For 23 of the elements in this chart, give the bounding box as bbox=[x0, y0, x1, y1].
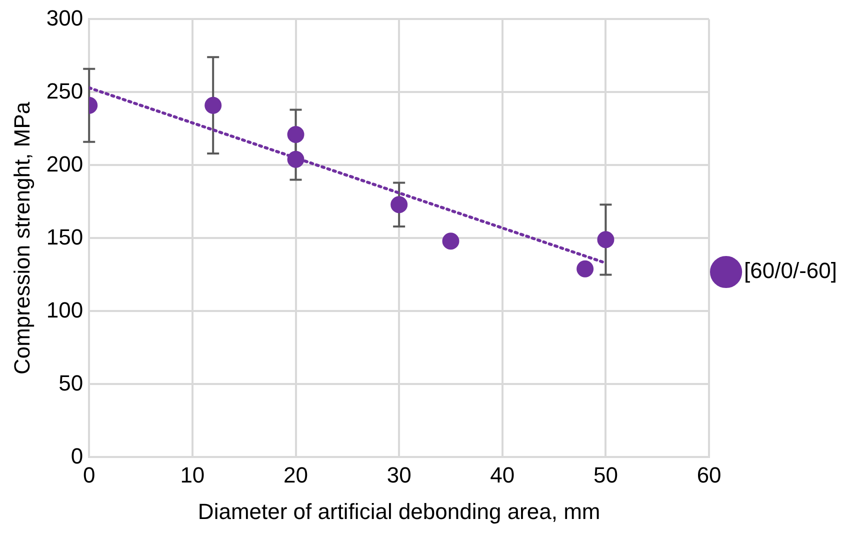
legend-label: [60/0/-60] bbox=[744, 258, 837, 284]
x-tick-label: 20 bbox=[284, 462, 308, 488]
y-tick-label: 250 bbox=[46, 78, 84, 104]
x-tick-label: 10 bbox=[180, 462, 205, 488]
x-tick-label: 40 bbox=[490, 462, 515, 488]
y-axis-title: Compression strenght, MPa bbox=[9, 101, 34, 375]
y-tick-label: 300 bbox=[46, 5, 84, 30]
x-tick-label: 50 bbox=[593, 462, 618, 488]
point bbox=[287, 150, 304, 168]
y-tick-label: 50 bbox=[58, 370, 84, 396]
point bbox=[390, 196, 408, 214]
y-tick-label: 150 bbox=[46, 224, 84, 250]
y-tick-label: 200 bbox=[46, 151, 84, 176]
y-tick-label: 100 bbox=[46, 297, 84, 322]
point bbox=[287, 126, 304, 144]
point bbox=[204, 96, 222, 114]
point bbox=[442, 232, 460, 250]
x-tick-label: 60 bbox=[696, 462, 722, 488]
x-axis-title: Diameter of artificial debonding area, mm bbox=[198, 498, 600, 524]
point bbox=[576, 260, 594, 278]
y-tick-label: 0 bbox=[70, 443, 84, 468]
x-tick-label: 30 bbox=[386, 462, 412, 488]
point bbox=[597, 231, 614, 248]
